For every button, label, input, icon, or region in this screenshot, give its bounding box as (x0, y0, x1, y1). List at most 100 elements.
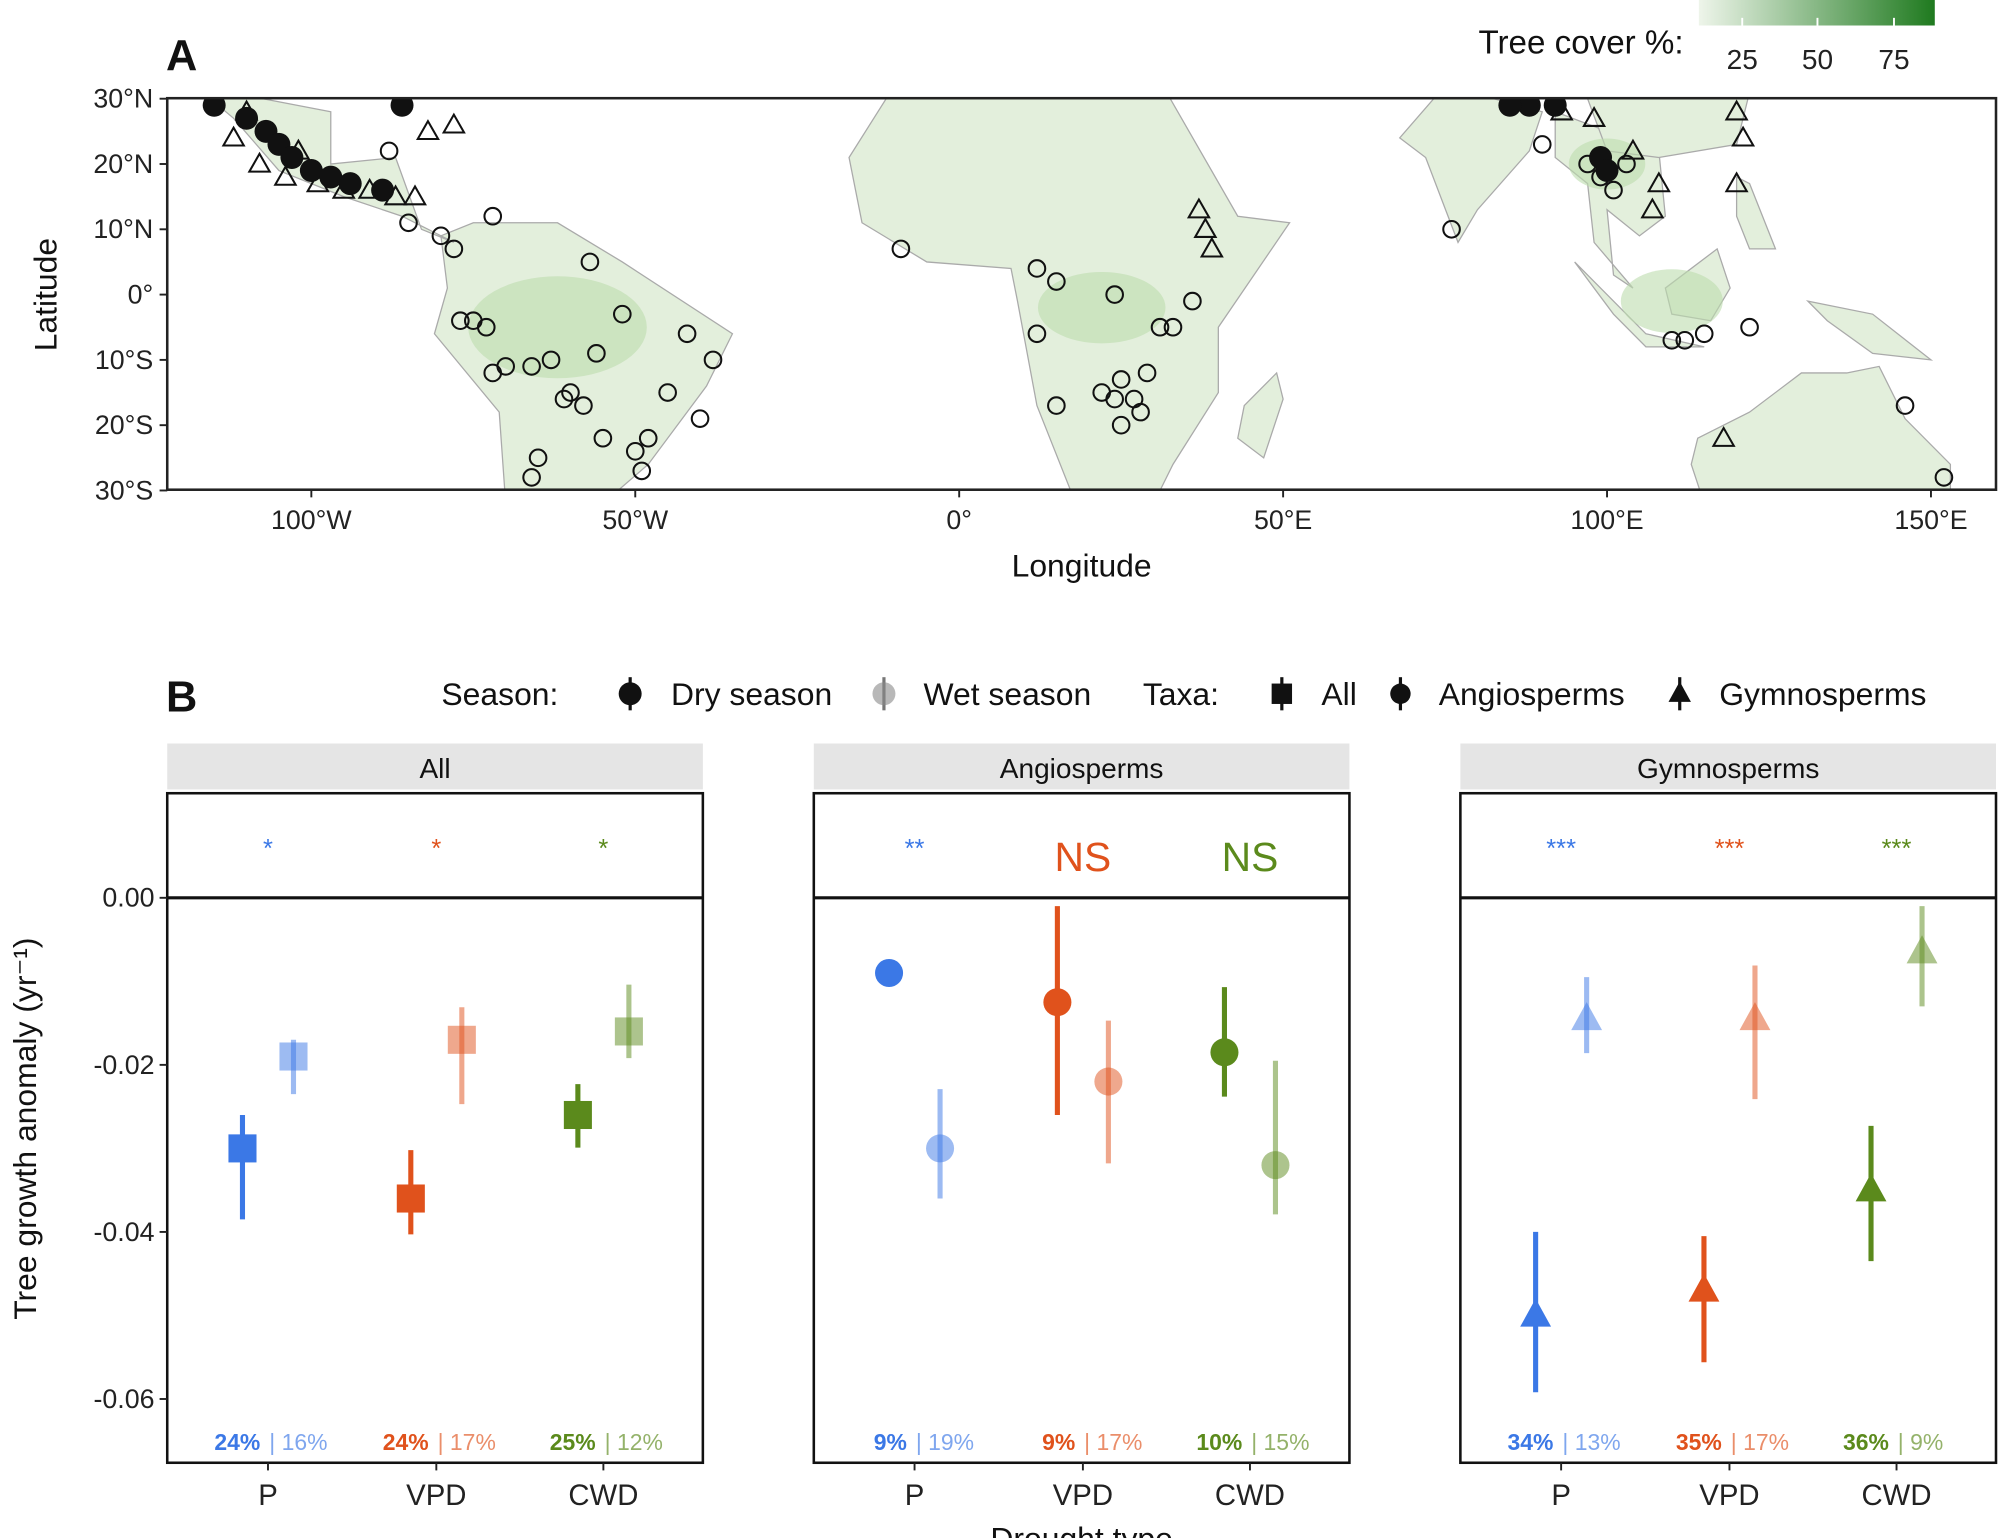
legend-taxa-1: Angiosperms (1439, 676, 1625, 712)
facet-strip-label: Gymnosperms (1637, 753, 1819, 784)
site-marker-cluster (1595, 159, 1619, 183)
site-marker-circle (1675, 330, 1695, 350)
percent-dry: 25% (550, 1429, 596, 1455)
facet-strip (813, 743, 1350, 790)
map-y-tick-label: 30°N (93, 84, 153, 114)
site-marker-triangle (221, 125, 246, 147)
site-marker-triangle (273, 164, 298, 186)
legend-taxa-2: Gymnosperms (1719, 676, 1926, 712)
site-marker-circle (444, 239, 464, 259)
forest-cover-patch (1037, 271, 1166, 344)
map-x-tick-label: 100°E (1570, 505, 1643, 535)
wet-season-point (1906, 935, 1938, 964)
site-marker-triangle (1724, 99, 1749, 121)
site-marker-circle (1662, 330, 1682, 350)
x-tick-label: P (905, 1479, 925, 1512)
site-marker-cluster (1517, 98, 1541, 117)
percent-wet: | 17% (438, 1429, 496, 1455)
panel-a-label: A (166, 32, 197, 80)
tree-cover-legend-title: Tree cover %: (1479, 25, 1684, 62)
site-marker-circle (561, 383, 580, 402)
legend-dry-season: Dry season (671, 676, 832, 712)
percent-dry: 36% (1843, 1429, 1889, 1455)
site-marker-circle (1442, 219, 1461, 239)
facet-strip (167, 743, 703, 790)
site-marker-cluster (1543, 98, 1567, 117)
site-marker-circle (891, 239, 911, 259)
significance-label: *** (1715, 835, 1745, 863)
site-marker-circle (476, 317, 496, 337)
site-marker-cluster (280, 145, 304, 169)
colorbar-tick-label: 75 (1878, 44, 1909, 75)
wet-season-point (1739, 1002, 1771, 1031)
site-marker-cluster (202, 98, 226, 117)
site-marker-circle (1895, 396, 1915, 415)
map-y-tick-label: 30°S (95, 475, 153, 505)
site-marker-circle (580, 252, 600, 272)
site-marker-circle (625, 441, 645, 461)
site-marker-circle (1183, 291, 1202, 311)
dry-season-point (875, 958, 904, 988)
percent-dry: 35% (1676, 1429, 1722, 1455)
dry-season-point (563, 1100, 592, 1130)
percent-wet: | 15% (1251, 1429, 1309, 1455)
legend-square-marker (1271, 683, 1293, 704)
site-marker-triangle (1199, 236, 1224, 258)
facet-frame (1459, 791, 1998, 1465)
legend-triangle-marker (1668, 681, 1691, 702)
site-marker-circle (1027, 259, 1047, 278)
percent-dry: 10% (1196, 1429, 1242, 1455)
significance-label: *** (1546, 835, 1576, 863)
facet-angiosperms: Angiosperms P ** 9% | 19% VPD NS 9% | 17% CWD NS 10… (812, 743, 1351, 1512)
site-marker-cluster (1498, 98, 1522, 117)
site-marker-circle (658, 383, 677, 402)
percent-wet: | 17% (1084, 1429, 1142, 1455)
site-marker-triangle (1186, 197, 1211, 219)
wet-season-point (279, 1042, 308, 1071)
x-tick-label: CWD (1862, 1479, 1932, 1512)
wet-season-point (1261, 1151, 1290, 1180)
site-marker-circle (1105, 285, 1124, 304)
wet-season-point (1094, 1067, 1123, 1096)
site-marker-cluster (299, 159, 323, 183)
y-tick-label: -0.04 (93, 1217, 154, 1247)
site-marker-circle (638, 428, 658, 448)
new-guinea-land (1805, 300, 1934, 361)
site-marker-cluster (235, 106, 259, 130)
b-y-axis-title: Tree growth anomaly (yr⁻¹) (7, 937, 43, 1319)
site-marker-circle (451, 311, 470, 331)
percent-wet: | 13% (1562, 1429, 1620, 1455)
site-marker-circle (1150, 317, 1170, 337)
wet-season-point (447, 1025, 476, 1054)
site-marker-circle (1137, 363, 1157, 383)
site-marker-circle (1111, 370, 1131, 389)
site-marker-circle (1604, 180, 1623, 200)
site-marker-circle (554, 389, 574, 409)
y-tick-label: -0.02 (93, 1050, 154, 1080)
wet-season-point (1571, 1002, 1603, 1031)
dry-season-point (1520, 1298, 1552, 1327)
colorbar-tick-label: 25 (1727, 44, 1758, 75)
facet-frame (812, 791, 1351, 1465)
site-marker-circle (483, 363, 503, 383)
significance-label: * (431, 835, 441, 863)
percent-dry: 9% (1042, 1429, 1075, 1455)
site-marker-triangle (1582, 106, 1607, 127)
percent-wet: | 19% (916, 1429, 974, 1455)
map-y-tick-label: 10°S (95, 345, 153, 375)
site-marker-circle (541, 350, 561, 370)
site-marker-circle (1694, 324, 1714, 344)
madagascar-land (1237, 371, 1284, 459)
site-marker-circle (613, 304, 632, 324)
significance-label: ** (905, 835, 925, 863)
site-marker-circle (431, 226, 451, 246)
map-x-tick-label: 150°E (1894, 505, 1967, 535)
site-marker-circle (1111, 415, 1131, 435)
site-marker-triangle (1646, 171, 1671, 193)
site-marker-triangle (1724, 171, 1749, 193)
site-marker-triangle (1620, 138, 1645, 160)
site-marker-cluster (390, 98, 414, 117)
site-marker-triangle (1711, 425, 1736, 447)
dry-season-point (1210, 1038, 1239, 1067)
